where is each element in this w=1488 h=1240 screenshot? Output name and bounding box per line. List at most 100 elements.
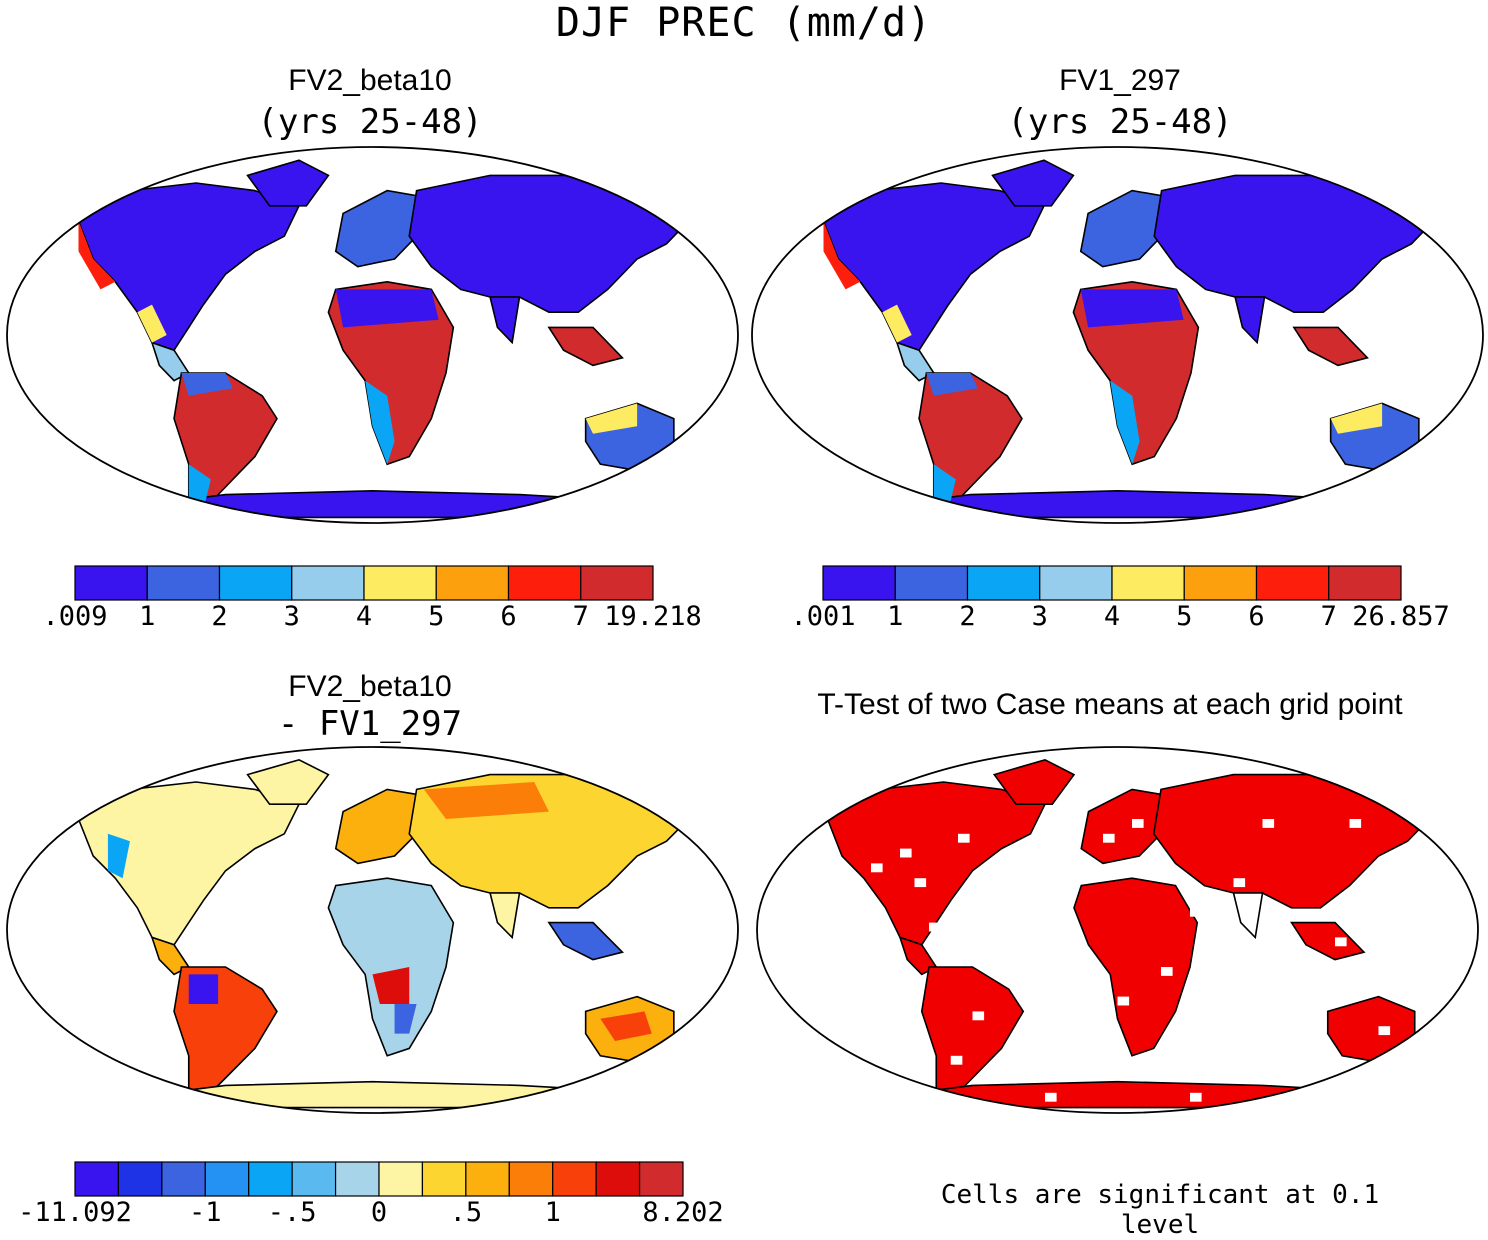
colorbar-swatch xyxy=(822,565,896,601)
colorbar-swatch xyxy=(378,1161,424,1197)
colorbar-swatch xyxy=(465,1161,510,1197)
colorbar-swatch xyxy=(146,565,221,601)
colorbar-tick-label: 2 xyxy=(211,601,228,632)
panel-title-fv1: FV1_297 xyxy=(1059,64,1181,97)
colorbar-tick-label: .001 xyxy=(790,601,856,632)
panel-subtitle-fv1: (yrs 25-48) xyxy=(1007,102,1233,142)
landmass-antarctica xyxy=(824,491,1412,518)
nonsignificant-cell xyxy=(1190,1092,1202,1102)
colorbar-swatch xyxy=(507,565,582,601)
colorbar-diff xyxy=(74,1161,684,1197)
difference-patch xyxy=(107,833,130,879)
difference-patch xyxy=(372,967,410,1004)
colorbar-fv2 xyxy=(74,565,654,601)
landmass-india xyxy=(1235,297,1264,343)
colorbar-tick-label: 1 xyxy=(139,601,156,632)
colorbar-tick-label: .009 xyxy=(42,601,108,632)
precip-band xyxy=(1080,289,1184,328)
colorbar-swatch xyxy=(1111,565,1185,601)
landmass-northAmerica xyxy=(824,183,1045,350)
colorbar-swatch xyxy=(1255,565,1330,601)
precip-band xyxy=(1330,403,1383,434)
colorbar-tick-label: 7 xyxy=(1320,601,1337,632)
map-ttest xyxy=(756,746,1479,1114)
map-diff xyxy=(6,746,739,1114)
precip-band xyxy=(181,373,233,396)
landmass-southAmerica xyxy=(922,967,1024,1100)
nonsignificant-cell xyxy=(1161,967,1173,976)
landmass-africa xyxy=(1074,878,1197,1056)
landmass-seAsia xyxy=(549,923,623,960)
colorbar-tick-label: 5 xyxy=(1176,601,1193,632)
panel-title-ttest: T-Test of two Case means at each grid po… xyxy=(817,688,1403,721)
colorbar-tick-label: 6 xyxy=(500,601,517,632)
nonsignificant-cell xyxy=(1233,878,1246,888)
landmass-antarctica xyxy=(79,1082,667,1108)
landmass-northAmerica xyxy=(79,782,300,945)
difference-patch xyxy=(423,782,549,819)
colorbar-swatch xyxy=(291,1161,337,1197)
landmass-greenland xyxy=(994,760,1074,804)
colorbar-swatch xyxy=(638,1161,684,1197)
nonsignificant-cell xyxy=(929,922,941,932)
nonsignificant-cell xyxy=(1103,833,1115,843)
colorbar-tick-label: 5 xyxy=(428,601,445,632)
map-boundary xyxy=(756,746,1479,1114)
nonsignificant-cell xyxy=(1190,907,1202,917)
colorbar-swatch xyxy=(74,565,148,601)
colorbar-swatch xyxy=(435,565,510,601)
landmass-india xyxy=(490,893,519,937)
colorbar-tick-label: 6 xyxy=(1248,601,1265,632)
landmass-antarctica xyxy=(828,1082,1408,1108)
nonsignificant-cell xyxy=(972,1011,985,1021)
colorbar-swatch xyxy=(204,1161,250,1197)
map-boundary xyxy=(6,746,739,1114)
difference-patch xyxy=(188,974,219,1004)
landmass-europe xyxy=(336,789,432,863)
precip-band xyxy=(1110,380,1140,465)
colorbar-swatch xyxy=(966,565,1041,601)
colorbar-tick-label: .5 xyxy=(449,1197,483,1228)
colorbar-tick-label: -11.092 xyxy=(18,1197,132,1228)
figure-title: DJF PREC (mm/d) xyxy=(555,0,933,46)
significance-note: Cells are significant at 0.1 level xyxy=(940,1180,1380,1240)
nonsignificant-cell xyxy=(950,1055,963,1065)
panel-title-diff: FV2_beta10 xyxy=(288,670,452,703)
precip-band xyxy=(585,403,638,434)
colorbar-swatch xyxy=(1039,565,1113,601)
precip-band xyxy=(926,373,978,396)
landmass-africa xyxy=(328,878,453,1056)
colorbar-tick-label: 3 xyxy=(1031,601,1048,632)
colorbar-swatch xyxy=(894,565,969,601)
colorbar-tick-label: 0 xyxy=(370,1197,388,1228)
precip-band xyxy=(335,289,439,328)
difference-patch xyxy=(196,1011,233,1041)
colorbar-swatch xyxy=(580,565,654,601)
landmass-seAsia xyxy=(1292,923,1365,960)
colorbar-tick-label: 1 xyxy=(887,601,904,632)
landmass-seAsia xyxy=(549,327,623,365)
colorbar-tick-label: 2 xyxy=(959,601,976,632)
landmass-greenland xyxy=(248,160,329,206)
colorbar-tick-label: 19.218 xyxy=(604,601,702,632)
colorbar-swatch xyxy=(595,1161,641,1197)
landmass-europe xyxy=(336,191,432,267)
colorbar-swatch xyxy=(117,1161,163,1197)
landmass-india xyxy=(1234,893,1263,937)
colorbar-tick-label: 4 xyxy=(355,601,373,632)
colorbar-tick-label: -1 xyxy=(189,1197,222,1228)
nonsignificant-cell xyxy=(1298,1089,1311,1098)
nonsignificant-cell xyxy=(1262,819,1275,828)
nonsignificant-cell xyxy=(958,833,970,843)
colorbar-swatch xyxy=(334,1161,380,1197)
colorbar-tick-label: 26.857 xyxy=(1352,601,1450,632)
colorbar-swatch xyxy=(248,1161,293,1197)
panel-title-fv2: FV2_beta10 xyxy=(288,64,452,97)
landmass-greenland xyxy=(248,760,329,804)
landmass-india xyxy=(490,297,519,343)
difference-patch xyxy=(394,1004,417,1034)
nonsignificant-cell xyxy=(871,863,883,873)
colorbar-fv1 xyxy=(822,565,1402,601)
nonsignificant-cell xyxy=(1045,1092,1057,1102)
colorbar-swatch xyxy=(291,565,365,601)
